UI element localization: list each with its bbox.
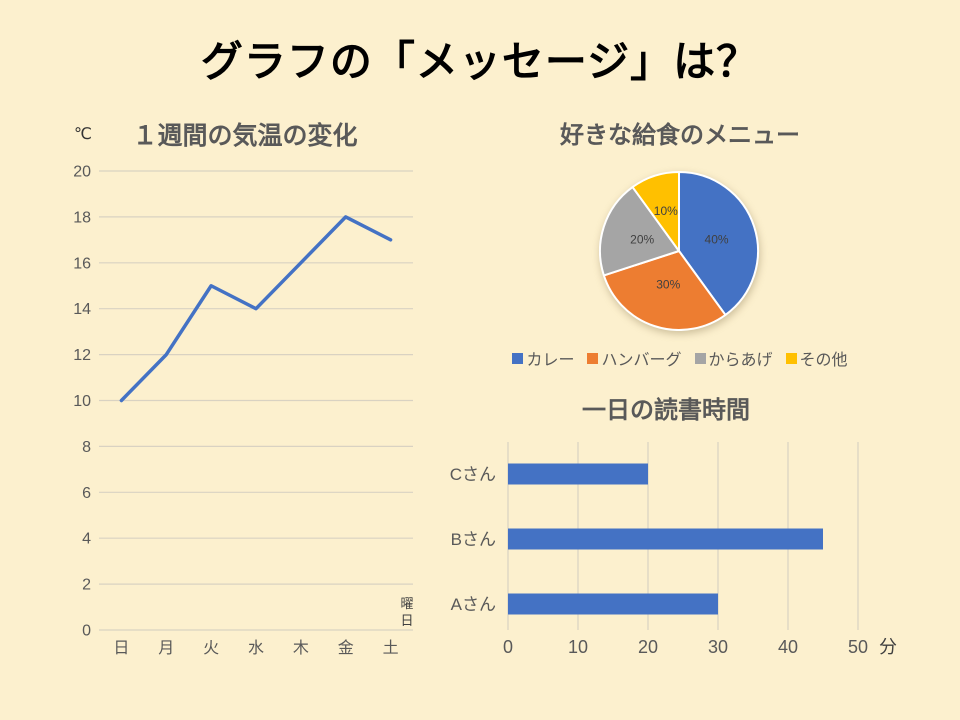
x-tick-label: 木 bbox=[293, 639, 309, 657]
legend-marker-icon bbox=[512, 352, 524, 364]
y-tick-label: 14 bbox=[73, 301, 91, 318]
bar-chart-plot: 0 10 20 30 40 50 分 Cさん Bさん Aさん bbox=[450, 442, 897, 657]
y-tick-label: 16 bbox=[73, 255, 91, 272]
legend-item-0: カレー bbox=[512, 346, 574, 370]
y-tick-label: 20 bbox=[73, 164, 91, 181]
x-tick-label: 40 bbox=[778, 637, 798, 657]
y-tick-label: 18 bbox=[73, 209, 91, 226]
x-tick-label: 0 bbox=[503, 637, 513, 657]
y-tick-label: 10 bbox=[73, 393, 91, 410]
pie-slice-2 bbox=[599, 186, 680, 277]
slide-title: グラフの「メッセージ」は？ bbox=[200, 38, 760, 85]
x-tick-label: 水 bbox=[248, 639, 264, 657]
temperature-line bbox=[119, 215, 393, 403]
x-tick-label: 50 bbox=[848, 637, 868, 657]
y-tick-label: 12 bbox=[73, 347, 91, 364]
bar-2 bbox=[508, 593, 718, 615]
x-axis-unit-label: 分 bbox=[879, 637, 897, 657]
x-tick-label: 日 bbox=[113, 640, 129, 657]
legend-item-2: からあげ bbox=[694, 346, 773, 370]
pie-slice-0 bbox=[678, 171, 759, 316]
legend-label: ハンバーグ bbox=[601, 352, 682, 369]
line-chart-title: １週間の気温の変化 bbox=[132, 122, 358, 150]
pie-legend: カレー ハンバーグ からあげ その他 bbox=[480, 346, 880, 370]
x-tick-label: 土 bbox=[383, 639, 399, 657]
pie-pct-label: 40% bbox=[705, 232, 729, 246]
pie-pct-label: 20% bbox=[630, 233, 654, 247]
y-tick-label: 8 bbox=[82, 439, 91, 456]
x-axis-title: 曜日 bbox=[400, 596, 413, 628]
y-axis-unit-label: ℃ bbox=[74, 126, 92, 143]
line-chart-plot: 0 2 4 6 8 10 12 14 16 18 20 日 月 火 水 木 金 土曜日 bbox=[73, 164, 413, 658]
pie-pct-label: 10% bbox=[654, 204, 678, 218]
category-label: Cさん bbox=[450, 465, 496, 484]
legend-label: からあげ bbox=[708, 352, 773, 369]
legend-label: その他 bbox=[799, 352, 848, 369]
x-tick-label: 30 bbox=[708, 637, 728, 657]
pie-slice-1 bbox=[602, 250, 727, 331]
legend-marker-icon bbox=[587, 352, 599, 364]
x-tick-label: 月 bbox=[158, 640, 174, 657]
pie-pct-label: 30% bbox=[656, 278, 680, 292]
legend-marker-icon bbox=[694, 352, 706, 364]
legend-item-3: その他 bbox=[785, 346, 848, 370]
category-label: Aさん bbox=[451, 595, 496, 614]
legend-label: カレー bbox=[526, 352, 575, 369]
y-tick-label: 0 bbox=[82, 623, 91, 640]
x-tick-label: 10 bbox=[568, 637, 588, 657]
pie-chart-plot: 40% 30% 20% 10% bbox=[599, 171, 759, 331]
y-tick-label: 4 bbox=[82, 531, 91, 548]
line-chart: ℃ １週間の気温の変化 0 2 4 6 8 10 12 14 16 18 20 日 月 火 水 木 金 土曜日 bbox=[60, 110, 440, 685]
x-tick-label: 20 bbox=[638, 637, 658, 657]
pie-slice-3 bbox=[631, 171, 680, 252]
bar-0 bbox=[508, 463, 648, 485]
y-tick-label: 6 bbox=[82, 485, 91, 502]
category-label: Bさん bbox=[451, 530, 496, 549]
bar-chart-title: 一日の読書時間 bbox=[582, 397, 750, 424]
pie-chart: 好きな給食のメニュー 40% 30% 20% 10% カレー ハンバーグ からあげ その他 bbox=[480, 110, 880, 385]
pie-chart-title: 好きな給食のメニュー bbox=[560, 122, 800, 149]
legend-item-1: ハンバーグ bbox=[587, 346, 682, 370]
bar-1 bbox=[508, 528, 823, 550]
legend-marker-icon bbox=[785, 352, 797, 364]
x-tick-label: 火 bbox=[203, 640, 219, 657]
bar-chart: 一日の読書時間 0 10 20 30 40 50 分 Cさん Bさん Aさん bbox=[430, 388, 950, 688]
x-tick-label: 金 bbox=[338, 639, 354, 657]
y-tick-label: 2 bbox=[82, 577, 91, 594]
